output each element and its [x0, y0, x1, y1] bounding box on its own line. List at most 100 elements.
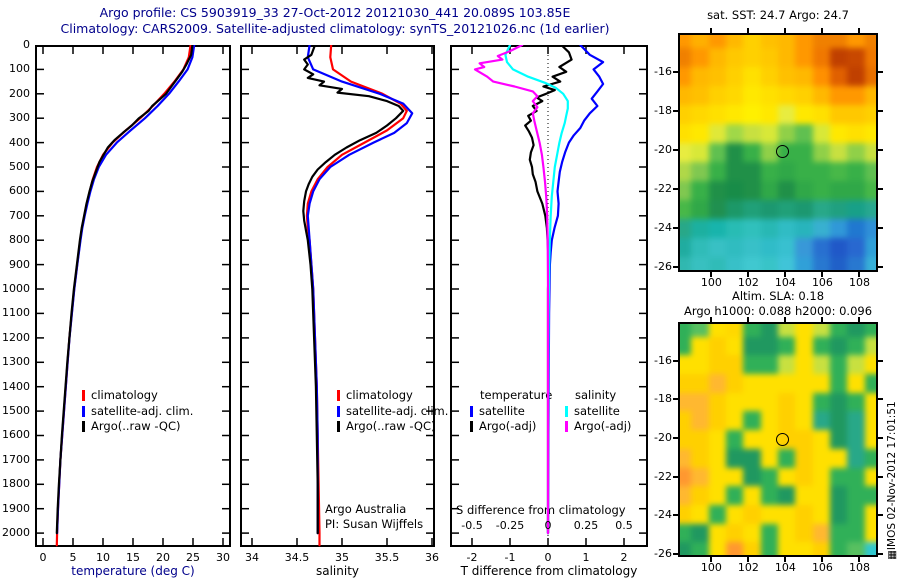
s-tick-label: 0 [544, 519, 552, 532]
lon-tick-label: 106 [811, 276, 833, 289]
lat-tick-label: -18 [654, 392, 672, 406]
axis-tick [878, 514, 883, 517]
axis-tick [673, 226, 678, 229]
difference-profile-plot [450, 45, 648, 547]
x-tick-label: 35 [335, 551, 349, 564]
lon-tick-label: 102 [737, 276, 759, 289]
lat-tick-label: -20 [654, 142, 672, 156]
lon-tick-label: 102 [737, 561, 759, 574]
legend-marker [82, 421, 85, 433]
x-tick-label: 34.5 [284, 551, 310, 564]
depth-tick-label: 1200 [2, 330, 30, 344]
lon-tick-label: 100 [700, 561, 722, 574]
depth-tick-label: 1100 [2, 306, 30, 320]
axis-tick [747, 272, 750, 277]
depth-tick-label: 200 [9, 86, 30, 100]
legend-item: Argo(-adj) [565, 419, 631, 435]
depth-tick-label: 1800 [2, 477, 30, 491]
axis-tick [784, 28, 787, 33]
lon-tick-label: 104 [774, 561, 796, 574]
argo-float-marker [776, 145, 789, 158]
lat-tick-label: -16 [654, 353, 672, 367]
legend-marker [337, 421, 340, 433]
sst-map-field [680, 35, 876, 270]
temperature-profile-plot [35, 45, 231, 547]
s-tick-label: -0.25 [495, 519, 525, 532]
axis-tick [878, 552, 883, 555]
axis-tick [673, 359, 678, 362]
lat-tick-label: -16 [654, 64, 672, 78]
legend-header: temperature [480, 388, 553, 402]
x-tick-label: 36 [425, 551, 440, 564]
axis-tick [878, 70, 883, 73]
depth-tick-label: 1400 [2, 379, 30, 393]
legend-item: satellite-adj. clim. [82, 404, 193, 420]
x-tick-label: 10 [95, 551, 110, 564]
depth-tick-label: 1000 [2, 282, 30, 296]
legend-label: satellite-adj. clim. [91, 403, 194, 418]
axis-tick [878, 148, 883, 151]
s-tick-label: 0.25 [573, 519, 599, 532]
argo-float-marker [776, 433, 789, 446]
axis-tick [747, 28, 750, 33]
lon-tick-label: 106 [811, 561, 833, 574]
axis-tick [710, 317, 713, 322]
axis-tick [747, 557, 750, 562]
lat-tick-label: -26 [654, 259, 672, 273]
depth-tick-label: 400 [9, 135, 30, 149]
x-tick-label: -1 [504, 551, 516, 564]
legend-item: Argo(..raw -QC) [82, 419, 193, 435]
x-tick-label: 2 [620, 551, 628, 564]
legend-marker [337, 390, 340, 402]
x-tick-label: 0 [544, 551, 552, 564]
axis-tick [673, 475, 678, 478]
legend-marker [82, 405, 85, 417]
sla-map [678, 322, 878, 557]
depth-tick-label: 500 [9, 160, 30, 174]
x-tick-label: 15 [126, 551, 140, 564]
depth-tick-label: 1300 [2, 355, 30, 369]
legend-item: satellite-adj. clim. [337, 404, 448, 420]
axis-tick [878, 398, 883, 401]
axis-tick [878, 226, 883, 229]
axis-tick [858, 28, 861, 33]
depth-tick-label: 0 [23, 38, 30, 51]
axis-tick [858, 317, 861, 322]
lat-tick-label: -22 [654, 181, 672, 195]
legend-item: satellite [470, 404, 552, 420]
axis-tick [710, 272, 713, 277]
legend-label: satellite [574, 403, 620, 418]
legend-label: Argo(..raw -QC) [346, 419, 436, 433]
legend-item: satellite [565, 404, 631, 420]
legend-marker [470, 405, 473, 417]
sst-map [678, 33, 878, 272]
axis-tick [673, 109, 678, 112]
t-difference-axis-label: T difference from climatology [460, 564, 638, 578]
axis-tick [673, 265, 678, 268]
x-tick-label: 34 [244, 551, 259, 564]
axis-tick [710, 557, 713, 562]
figure-subtitle: Climatology: CARS2009. Satellite-adjuste… [60, 21, 610, 36]
lon-tick-label: 108 [848, 561, 870, 574]
lat-tick-label: -22 [654, 469, 672, 483]
axis-tick [821, 557, 824, 562]
axis-tick [784, 272, 787, 277]
legend-label: climatology [91, 388, 158, 402]
temperature-legend: climatology satellite-adj. clim. Argo(..ra… [82, 388, 193, 435]
legend-marker [565, 405, 568, 417]
axis-tick [858, 557, 861, 562]
salinity-profile-plot [240, 45, 435, 547]
legend-label: Argo(..raw -QC) [91, 419, 181, 433]
axis-tick [821, 28, 824, 33]
imos-watermark: ▦IMOS 02-Nov-2012 17:01:51 [886, 401, 898, 560]
legend-label: Argo(-adj) [574, 419, 632, 433]
axis-tick [710, 28, 713, 33]
legend-item: climatology [82, 388, 193, 404]
lat-tick-label: -18 [654, 103, 672, 117]
axis-tick [878, 359, 883, 362]
legend-item: Argo(-adj) [470, 419, 552, 435]
axis-tick [784, 557, 787, 562]
x-tick-label: 25 [186, 551, 200, 564]
s-tick-label: 0.5 [615, 519, 633, 532]
